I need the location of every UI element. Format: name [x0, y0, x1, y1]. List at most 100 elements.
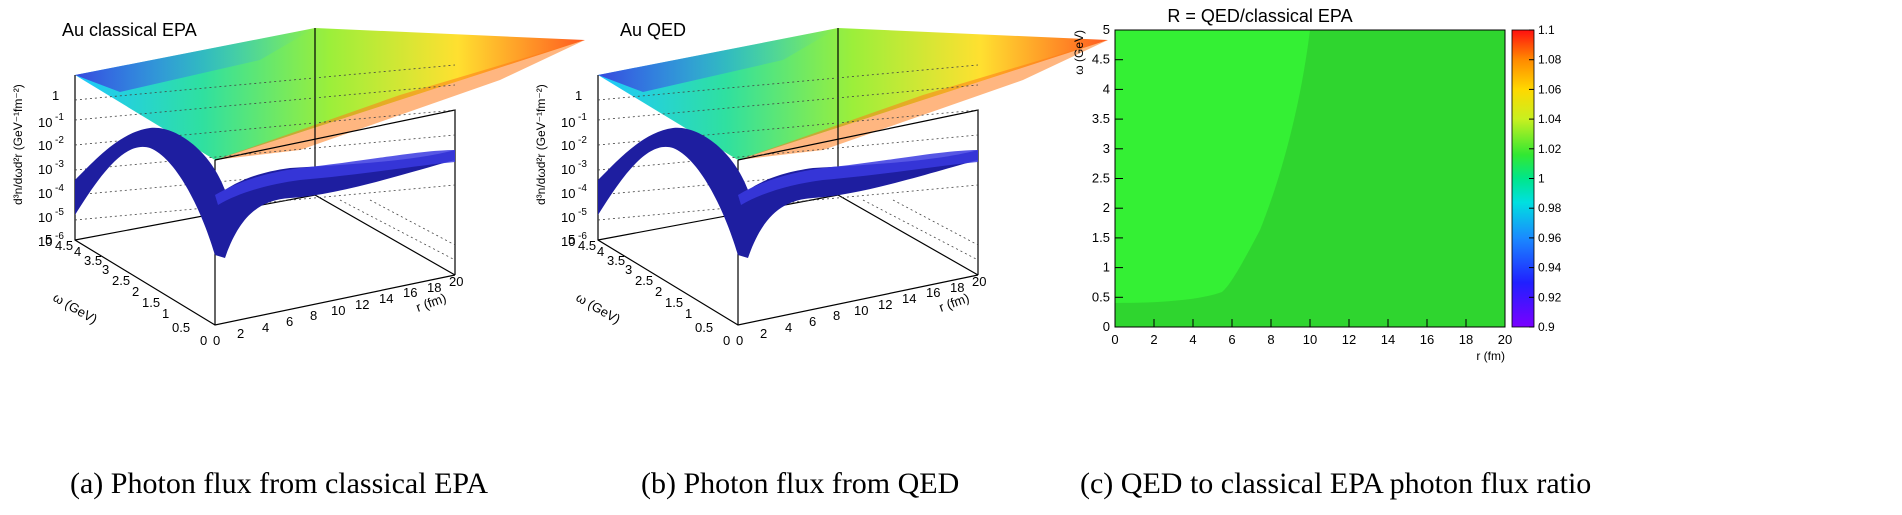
- y-tick: 0.5: [172, 320, 190, 335]
- x-tick: 20: [972, 274, 986, 289]
- x-tick: 0: [1111, 319, 1119, 347]
- colorbar-tick: 1.06: [1529, 82, 1562, 96]
- svg-text:10: 10: [561, 210, 575, 225]
- panel-b-blue-surface-ridge: [738, 150, 978, 205]
- x-tick: 10: [854, 303, 868, 318]
- y-tick: 4: [1103, 81, 1123, 96]
- x-tick-label: 12: [1342, 332, 1356, 347]
- svg-text:10: 10: [38, 210, 52, 225]
- x-tick-label: 14: [1381, 332, 1395, 347]
- panel-a-x-label: r (fm): [414, 290, 448, 315]
- svg-text:10: 10: [561, 186, 575, 201]
- svg-text:-5: -5: [55, 207, 64, 218]
- panel-a-y-label: ω (GeV): [51, 290, 100, 327]
- y-tick: 1: [685, 306, 692, 321]
- x-tick: 6: [286, 314, 293, 329]
- panel-a-z-label: d³n/dωd²r (GeV⁻¹fm⁻²): [11, 84, 25, 205]
- y-tick: 5: [45, 232, 52, 247]
- panel-c-x-label: r (fm): [1476, 349, 1505, 363]
- svg-text:10: 10: [561, 138, 575, 153]
- colorbar-tick: 1.02: [1529, 142, 1562, 156]
- y-tick-label: 4: [1103, 81, 1110, 96]
- panel-c-x-ticks: 0 2 4 6 8 10 12 14 16 18 20: [1111, 319, 1512, 347]
- colorbar-ticks: 0.9 0.92 0.94 0.96 0.98 1 1.02 1.04 1.06 1.08 1.1: [1529, 23, 1562, 334]
- y-tick: 3: [102, 262, 109, 277]
- svg-text:-6: -6: [55, 231, 64, 242]
- x-tick: 4: [262, 320, 269, 335]
- svg-text:10: 10: [561, 234, 575, 249]
- x-tick: 14: [1381, 319, 1395, 347]
- x-tick-label: 6: [1228, 332, 1235, 347]
- x-tick: 18: [427, 280, 441, 295]
- x-tick: 12: [1342, 319, 1356, 347]
- panel-b-y-label: ω (GeV): [574, 290, 623, 327]
- y-tick-label: 2: [1103, 200, 1110, 215]
- colorbar-tick: 0.9: [1529, 320, 1555, 334]
- colorbar-tick: 1.1: [1529, 23, 1555, 37]
- x-tick: 18: [950, 280, 964, 295]
- x-tick-label: 0: [1111, 332, 1118, 347]
- panel-c-heatmap: R = QED/classical EPA 0 2 4 6 8 10 12 14 16 18 20 …: [1072, 6, 1591, 500]
- x-tick: 16: [1420, 319, 1434, 347]
- colorbar-tick-label: 1.1: [1538, 23, 1555, 37]
- y-tick: 4: [597, 244, 604, 259]
- x-tick: 14: [902, 291, 916, 306]
- y-tick-label: 1: [1103, 260, 1110, 275]
- x-tick: 20: [449, 274, 463, 289]
- panel-b-x-label: r (fm): [937, 290, 971, 315]
- y-tick: 1: [162, 306, 169, 321]
- colorbar-tick: 0.92: [1529, 290, 1562, 304]
- x-tick: 4: [785, 320, 792, 335]
- panel-a-surface-plot: Au classical EPA 1 10 -1 10 -2 10 -3: [11, 20, 585, 500]
- colorbar-tick-label: 1: [1538, 172, 1545, 186]
- z-tick: 10 -4: [38, 183, 64, 201]
- y-tick: 1: [1103, 260, 1123, 275]
- x-tick: 8: [310, 308, 317, 323]
- svg-text:-2: -2: [578, 135, 587, 146]
- panel-a-blue-surface-ridge: [215, 150, 455, 205]
- z-tick: 10 -6: [561, 231, 587, 249]
- y-tick: 4.5: [1092, 52, 1123, 67]
- svg-text:-2: -2: [55, 135, 64, 146]
- x-tick: 2: [237, 326, 244, 341]
- svg-text:-3: -3: [55, 159, 64, 170]
- svg-text:10: 10: [561, 162, 575, 177]
- y-tick-label: 3.5: [1092, 111, 1110, 126]
- panel-a-z-ticks: 1 10 -1 10 -2 10 -3 10 -4 10 -5 10 -6: [38, 88, 64, 249]
- x-tick: 6: [809, 314, 816, 329]
- colorbar-tick-label: 0.98: [1538, 201, 1562, 215]
- y-tick: 0.5: [1092, 289, 1123, 304]
- y-tick: 2: [1103, 200, 1123, 215]
- svg-text:1: 1: [52, 88, 59, 103]
- panel-a-blue-surface: [75, 127, 455, 258]
- z-tick: 10 -5: [38, 207, 64, 225]
- y-tick-label: 4.5: [1092, 52, 1110, 67]
- z-tick: 10 -5: [561, 207, 587, 225]
- caption-c: (c) QED to classical EPA photon flux rat…: [1080, 467, 1591, 500]
- y-tick: 5: [568, 232, 575, 247]
- x-tick-label: 16: [1420, 332, 1434, 347]
- y-tick-label: 5: [1103, 22, 1110, 37]
- x-tick: 10: [331, 303, 345, 318]
- panel-a-title: Au classical EPA: [62, 20, 197, 40]
- x-tick-label: 20: [1498, 332, 1512, 347]
- colorbar-tick: 1.04: [1529, 112, 1562, 126]
- colorbar-tick-label: 1.06: [1538, 82, 1562, 96]
- x-tick: 10: [1303, 319, 1317, 347]
- panel-b-top-blue-region: [598, 28, 838, 92]
- y-tick: 2.5: [1092, 171, 1123, 186]
- x-tick: 0: [213, 333, 220, 348]
- panel-b-y-ticks: 0 0.5 1 1.5 2 2.5 3 3.5 4 4.5 5: [568, 232, 730, 348]
- y-tick-label: 0: [1103, 319, 1110, 334]
- y-tick: 0.5: [695, 320, 713, 335]
- x-tick-label: 2: [1150, 332, 1157, 347]
- x-tick-label: 4: [1189, 332, 1196, 347]
- y-tick: 1.5: [142, 295, 160, 310]
- y-tick: 3.5: [1092, 111, 1123, 126]
- caption-b: (b) Photon flux from QED: [641, 467, 959, 500]
- z-tick: 10 -3: [38, 159, 64, 177]
- svg-text:10: 10: [38, 234, 52, 249]
- x-tick: 6: [1228, 319, 1236, 347]
- caption-a: (a) Photon flux from classical EPA: [70, 467, 488, 500]
